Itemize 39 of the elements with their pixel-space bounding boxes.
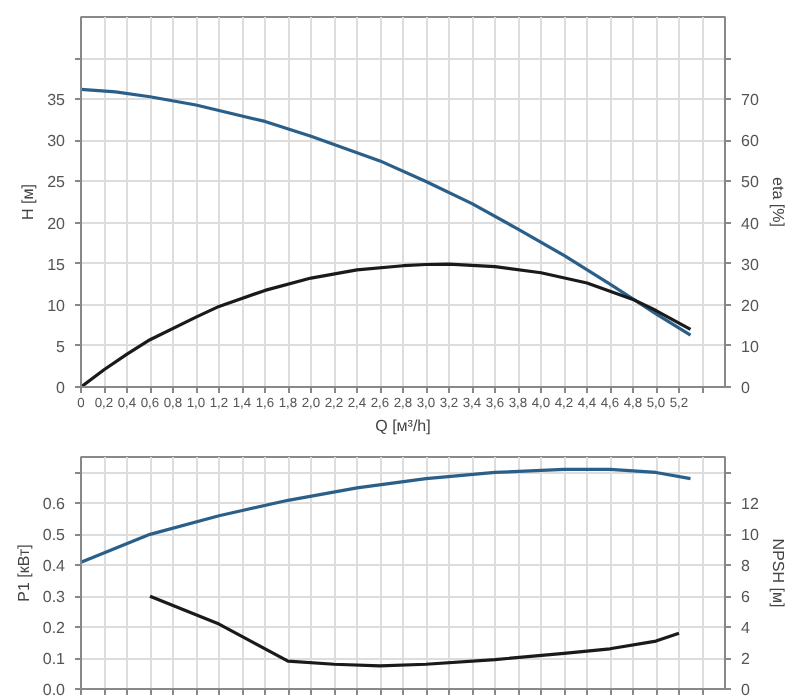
x-axis-title: Q [м³/h]	[375, 417, 431, 435]
y2-tick-label: 2	[741, 650, 751, 669]
line-series	[148, 594, 681, 668]
y-tick-label: 0.1	[42, 650, 67, 669]
y2-tick-label: 20	[741, 296, 760, 315]
y2-tick-label: 40	[741, 214, 760, 233]
y-tick-label: 10	[47, 296, 67, 315]
y-axis-title: H [м]	[19, 184, 38, 220]
y-tick-label: 20	[47, 214, 67, 233]
y-tick-label: 25	[47, 173, 67, 192]
y2-tick-label: 70	[741, 91, 760, 110]
y2-axis-title: NPSH [м]	[768, 538, 787, 608]
y2-tick-label: 60	[741, 132, 760, 151]
y-tick-label: 0.2	[42, 619, 67, 638]
line-series	[81, 467, 693, 564]
y-tick-label: 15	[47, 255, 67, 274]
y-tick-label: 0	[56, 379, 67, 397]
y2-tick-label: 0	[741, 379, 751, 397]
y-tick-label: 0.3	[42, 588, 67, 607]
y-tick-label: 35	[47, 91, 67, 110]
y-tick-label: 0.0	[42, 681, 67, 699]
y-tick-label: 0.5	[42, 526, 67, 545]
y-tick-label: 5	[56, 337, 67, 356]
y-tick-label: 0.6	[42, 495, 67, 514]
y-tick-label: 0.4	[42, 557, 67, 576]
y2-tick-label: 12	[741, 495, 760, 514]
y2-tick-label: 8	[741, 557, 751, 576]
y2-tick-label: 50	[741, 173, 760, 192]
y2-tick-label: 4	[741, 619, 751, 638]
line-series	[81, 87, 693, 337]
y2-tick-label: 6	[741, 588, 751, 607]
y2-axis-title: eta [%]	[768, 177, 787, 227]
y-tick-label: 30	[47, 132, 67, 151]
y2-tick-label: 10	[741, 337, 760, 356]
y-axis-title: P1 [кВт]	[14, 544, 33, 602]
y2-tick-label: 30	[741, 255, 760, 274]
y2-tick-label: 0	[741, 681, 751, 699]
line-series	[81, 262, 693, 387]
y2-tick-label: 10	[741, 526, 760, 545]
